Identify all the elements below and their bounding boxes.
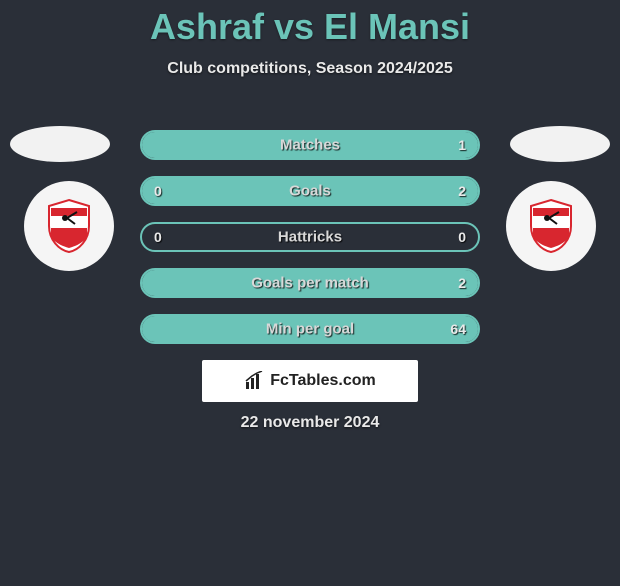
brand-box[interactable]: FcTables.com <box>202 360 418 402</box>
stat-row: Goals per match2 <box>140 268 480 298</box>
stat-value-right: 0 <box>458 229 466 245</box>
brand-label: FcTables.com <box>270 372 376 390</box>
stat-row: Hattricks0 0 <box>140 222 480 252</box>
stat-fill-right <box>142 270 478 296</box>
stat-value-right: 2 <box>458 183 466 199</box>
shield-icon <box>45 198 93 254</box>
footer-date: 22 november 2024 <box>0 414 620 432</box>
stat-value-right: 64 <box>450 321 466 337</box>
stats-container: Matches1Goals02Hattricks00Goals per matc… <box>140 130 480 360</box>
stat-row: Matches1 <box>140 130 480 160</box>
page-title: Ashraf vs El Mansi <box>0 6 620 48</box>
stat-value-left: 0 <box>154 183 162 199</box>
bar-chart-icon <box>244 371 264 391</box>
stat-label: Hattricks <box>142 229 478 246</box>
club-badge-left <box>24 181 114 271</box>
stat-fill-right <box>142 132 478 158</box>
stat-row: Min per goal64 <box>140 314 480 344</box>
stat-row: Goals02 <box>140 176 480 206</box>
stat-value-right: 2 <box>458 275 466 291</box>
stat-value-right: 1 <box>458 137 466 153</box>
shield-icon <box>527 198 575 254</box>
page-subtitle: Club competitions, Season 2024/2025 <box>0 60 620 78</box>
player-avatar-right <box>510 126 610 162</box>
stat-fill-right <box>142 178 478 204</box>
player-avatar-left <box>10 126 110 162</box>
club-badge-right <box>506 181 596 271</box>
stat-fill-right <box>142 316 478 342</box>
stat-value-left: 0 <box>154 229 162 245</box>
